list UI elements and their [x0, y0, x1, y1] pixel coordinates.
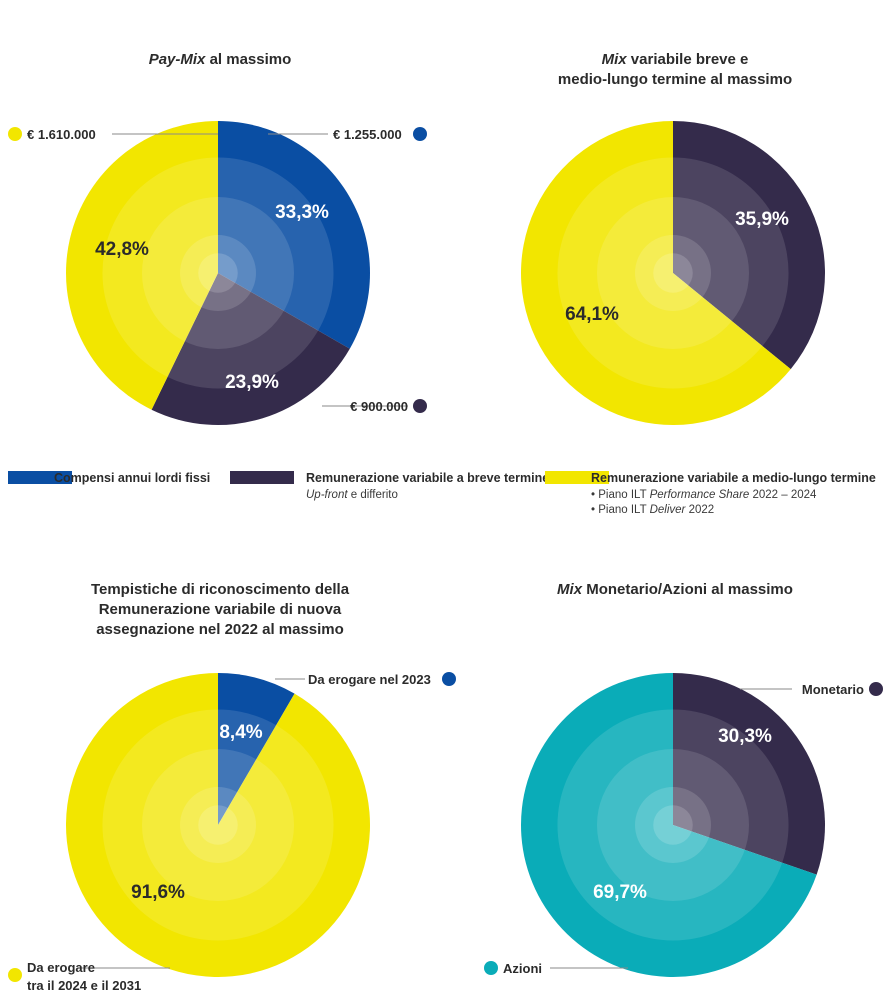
pie-label-2-1: 35,9% — [735, 209, 789, 230]
legend-short-sub: Up-front e differito — [306, 487, 398, 503]
chart4-title: Mix Monetario/Azioni al massimo — [520, 580, 830, 600]
pie-label-3-2: 91,6% — [131, 882, 185, 903]
annotation-dot-4-1 — [869, 682, 883, 696]
annotation-dot-3-1 — [442, 672, 456, 686]
chart3-title-line2: Remunerazione variabile di nuova — [98, 601, 342, 618]
annotation-text-3-2: Da erogare — [27, 960, 95, 975]
pie-ring-3-4 — [198, 805, 238, 845]
legend-long-item2-pre: • Piano ILT — [591, 504, 650, 516]
pie-chart-1: 33,3% 23,9% 42,8% € 1.255.000 € 900.000 € 1.6… — [8, 121, 427, 425]
pie-ring-2-1 — [557, 157, 789, 389]
legend-fixed-label: Compensi annui lordi fissi — [54, 471, 211, 485]
pie-slice-4-1 — [673, 673, 825, 875]
pie-slice-4-2 — [521, 673, 817, 977]
legend-long-item1-post: 2022 – 2024 — [749, 489, 817, 501]
legend-short-sub-italic: Up-front — [306, 489, 348, 501]
chart3-title-line1: Tempistiche di riconoscimento della — [90, 581, 350, 598]
annotation-dot-1-3 — [8, 127, 22, 141]
pie-label-1-3: 42,8% — [95, 239, 149, 260]
pie-ring-2-2 — [597, 197, 749, 349]
pie-slice-1-1 — [218, 121, 370, 349]
pie-label-4-2: 69,7% — [593, 882, 647, 903]
chart3-title-line3: assegnazione nel 2022 al massimo — [96, 621, 344, 638]
legend-short-swatch — [230, 471, 294, 484]
pie-ring-3-2 — [142, 749, 294, 901]
chart2-title-rest: variabile breve e — [626, 51, 749, 68]
pie-ring-4-3 — [635, 787, 711, 863]
annotation-text2-3-2: tra il 2024 e il 2031 — [27, 978, 141, 993]
legend-long: Remunerazione variabile a medio-lungo te… — [545, 470, 885, 520]
pie-ring-4-4 — [653, 805, 693, 845]
legend-long-item2-post: 2022 — [685, 504, 715, 516]
annotation-dot-4-2 — [484, 961, 498, 975]
chart2-title-line2: medio-lungo termine al massimo — [557, 71, 793, 88]
pie-ring-1-3 — [180, 235, 256, 311]
pie-label-2-2: 64,1% — [565, 304, 619, 325]
chart4-title-rest: Monetario/Azioni al massimo — [582, 581, 793, 598]
legend-long-item2: • Piano ILT Deliver 2022 — [591, 502, 714, 518]
annotation-text-1-3: € 1.610.000 — [27, 127, 96, 142]
pie-slice-3-1 — [218, 673, 295, 825]
pie-chart-3: 8,4% 91,6% Da erogare nel 2023 Da erogare tr… — [8, 672, 456, 993]
pie-slice-1-2 — [151, 273, 350, 425]
chart1-title-italic: Pay-Mix — [148, 51, 206, 68]
pie-slice-2-1 — [673, 121, 826, 370]
legend-fixed: Compensi annui lordi fissi — [8, 470, 228, 490]
annotation-dot-1-2 — [413, 399, 427, 413]
annotation-text-4-1: Monetario — [802, 682, 864, 697]
pie-ring-4-2 — [597, 749, 749, 901]
pie-label-1-2: 23,9% — [225, 372, 279, 393]
pie-label-4-1: 30,3% — [718, 726, 772, 747]
legend-long-label: Remunerazione variabile a medio-lungo te… — [591, 471, 876, 485]
pie-ring-1-2 — [142, 197, 294, 349]
pie-slice-2-2 — [521, 121, 791, 426]
legend-short: Remunerazione variabile a breve termine … — [230, 470, 549, 506]
pie-label-3-1: 8,4% — [219, 722, 262, 743]
pie-chart-2: 35,9% 64,1% — [521, 121, 826, 426]
legend-fixed-swatch — [8, 471, 72, 484]
annotation-text-3-1: Da erogare nel 2023 — [308, 672, 431, 687]
pie-ring-2-4 — [653, 253, 693, 293]
chart2-title-italic: Mix — [601, 51, 627, 68]
pie-label-1-1: 33,3% — [275, 202, 329, 223]
legend-long-swatch — [545, 471, 609, 484]
annotation-text-1-1: € 1.255.000 — [333, 127, 402, 142]
pie-ring-1-4 — [198, 253, 238, 293]
chart1-title-rest: al massimo — [205, 51, 292, 68]
pie-ring-2-3 — [635, 235, 711, 311]
chart3-title: Tempistiche di riconoscimento della Remu… — [60, 580, 380, 640]
legend-short-sub-rest: e differito — [347, 489, 398, 501]
chart4-title-italic: Mix — [557, 581, 583, 598]
pie-ring-4-1 — [557, 709, 789, 941]
legend-long-item1: • Piano ILT Performance Share 2022 – 202… — [591, 487, 816, 503]
annotation-text-1-2: € 900.000 — [350, 399, 408, 414]
pie-ring-1-1 — [102, 157, 334, 389]
pie-slice-1-3 — [66, 121, 219, 410]
pie-ring-3-3 — [180, 787, 256, 863]
legend-long-item1-italic: Performance Share — [649, 489, 750, 501]
legend-long-item2-italic: Deliver — [649, 504, 686, 516]
pie-ring-3-1 — [102, 709, 334, 941]
pie-chart-4: 30,3% 69,7% Monetario Azioni — [484, 673, 883, 977]
legend-short-label: Remunerazione variabile a breve termine — [306, 471, 550, 485]
pie-slice-3-2 — [65, 673, 370, 977]
legend-long-item1-pre: • Piano ILT — [591, 489, 650, 501]
annotation-dot-3-2 — [8, 968, 22, 982]
annotation-dot-1-1 — [413, 127, 427, 141]
chart2-title: Mix variabile breve e medio-lungo termin… — [540, 50, 810, 90]
annotation-text-4-2: Azioni — [503, 961, 542, 976]
chart1-title: Pay-Mix al massimo — [110, 50, 330, 70]
